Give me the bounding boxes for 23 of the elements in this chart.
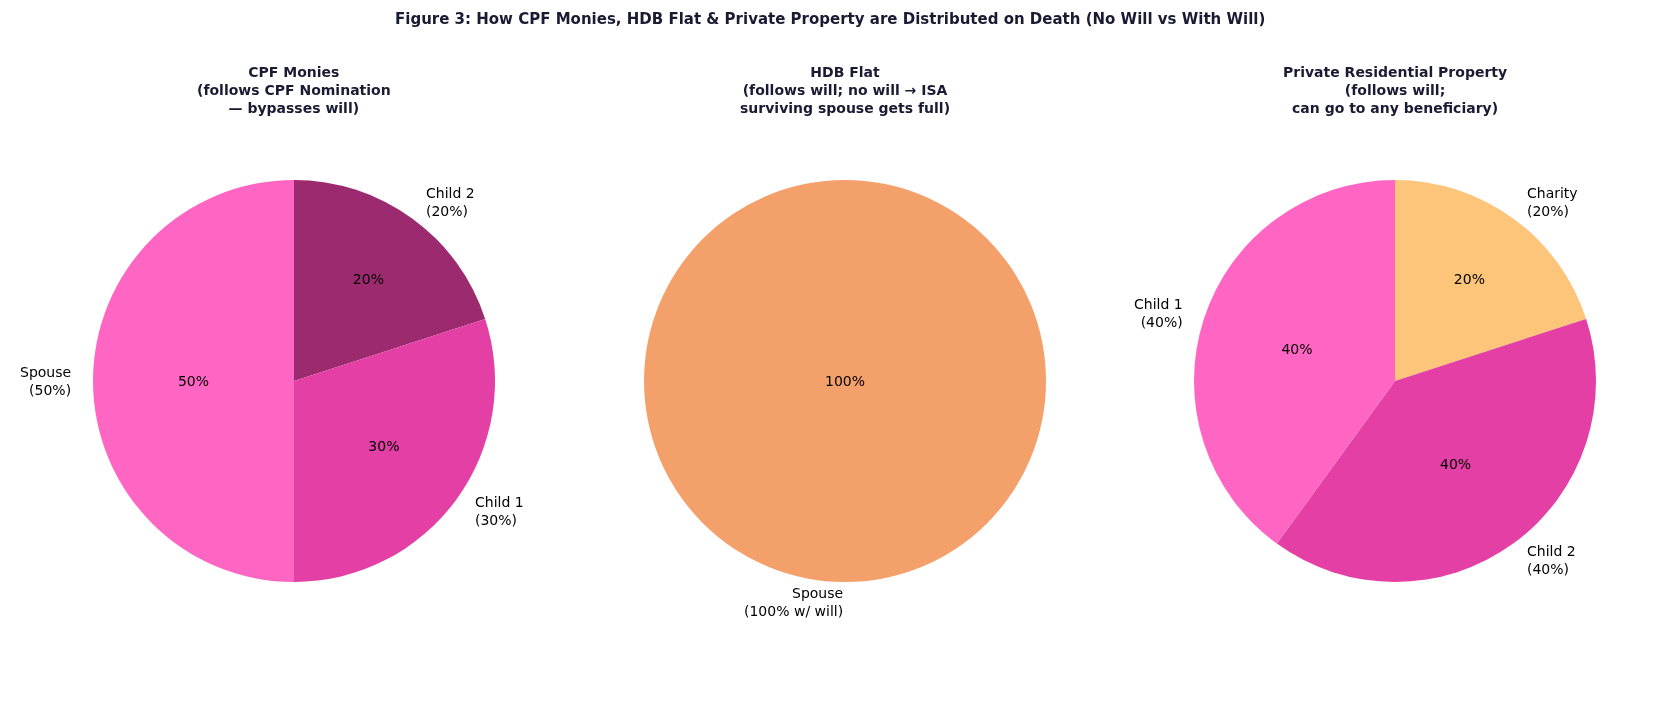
pie-slice [294,180,486,381]
data-label: 40% [1281,341,1313,358]
data-label: 100% [824,373,866,389]
slice-label: Child 2 (40%) [1527,543,1576,578]
slice-label: Charity (20%) [1527,185,1578,220]
pie-slice [1395,180,1587,381]
slice-label: Child 2 (20%) [426,185,475,220]
chart-title: CPF Monies (follows CPF Nomination — bypasses will) [197,64,391,117]
pie-slice [93,180,294,582]
slice-label: Spouse (50%) [20,364,72,399]
data-label: 30% [368,438,400,455]
data-label: 20% [1453,270,1485,287]
data-label: 50% [177,373,210,389]
pie-slice [1194,180,1395,544]
slice-label: Spouse (100% w/ will) [744,585,844,620]
slice-label: Child 1 (30%) [475,494,524,529]
chart-title: HDB Flat (follows will; no will → ISA surviving spouse gets full) [740,64,951,117]
chart-title: Private Residential Property (follows will; can go to any beneficiary) [1283,64,1508,117]
pie-slice [1276,318,1596,582]
text: Figure 3: How CPF Monies, HDB Flat & Private Property are Distributed on Death (No Will vs With Will) [395,10,1266,28]
data-label: 40% [1439,456,1472,473]
data-label: 20% [352,270,384,287]
slice-label: Child 1 (40%) [1134,296,1183,331]
